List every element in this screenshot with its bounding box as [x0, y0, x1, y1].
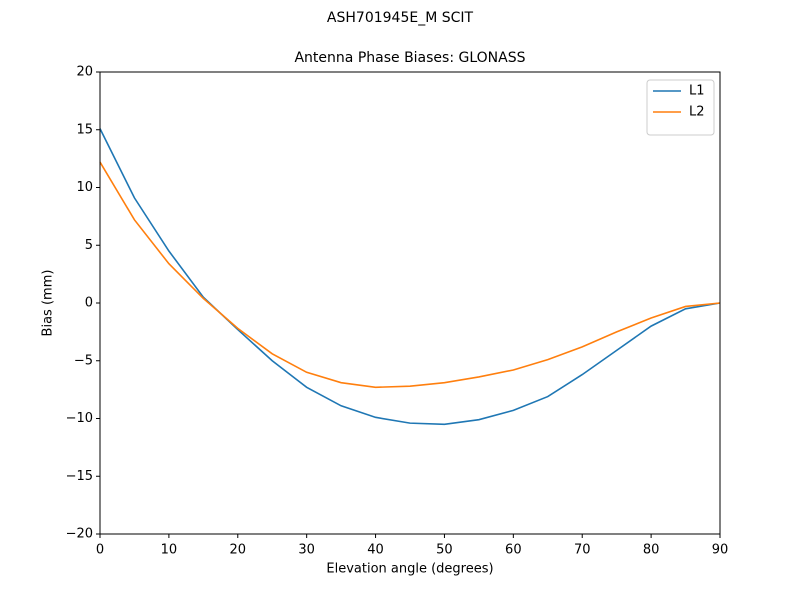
y-tick-label: −5 — [74, 353, 93, 368]
y-tick-label: −10 — [66, 411, 93, 426]
y-tick-label: 20 — [76, 65, 93, 80]
chart-title: Antenna Phase Biases: GLONASS — [294, 50, 525, 66]
y-tick-label: −15 — [66, 469, 93, 484]
legend-box — [646, 79, 715, 136]
x-tick-label: 40 — [367, 543, 384, 558]
x-tick-label: 50 — [436, 543, 453, 558]
plot-frame — [99, 71, 721, 535]
x-tick-label: 0 — [96, 543, 104, 558]
x-tick-label: 30 — [298, 543, 315, 558]
y-tick-label: 0 — [85, 296, 93, 311]
data-line — [99, 161, 721, 389]
y-axis-label: Bias (mm) — [41, 270, 56, 337]
y-tick-label: 15 — [76, 122, 93, 137]
x-tick-label: 90 — [712, 543, 729, 558]
suptitle: ASH701945E_M SCIT — [327, 10, 474, 26]
legend-label: L1 — [689, 84, 705, 99]
x-tick-label: 70 — [574, 543, 591, 558]
legend-label: L2 — [689, 105, 705, 120]
x-tick-label: 20 — [230, 543, 247, 558]
data-line — [99, 128, 721, 426]
x-tick-label: 10 — [161, 543, 178, 558]
x-tick-label: 80 — [643, 543, 660, 558]
y-tick-label: 10 — [76, 180, 93, 195]
x-tick-label: 60 — [505, 543, 522, 558]
y-tick-label: −20 — [66, 527, 93, 542]
y-tick-label: 5 — [85, 238, 93, 253]
x-axis-label: Elevation angle (degrees) — [326, 562, 493, 577]
